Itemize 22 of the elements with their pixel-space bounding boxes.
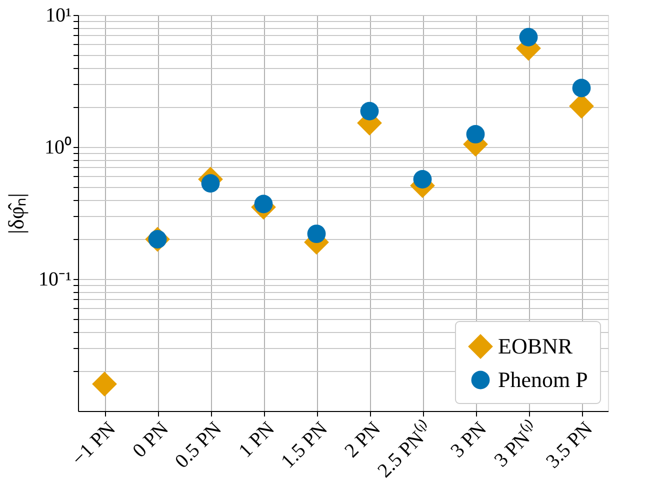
y-tick-label: 10⁻¹ — [38, 268, 72, 290]
x-tick-label: 1.5 PN — [276, 418, 332, 473]
legend-label: EOBNR — [498, 334, 573, 358]
x-tick-label: 0 PN — [128, 418, 173, 462]
point — [413, 170, 432, 188]
x-tick-label: 3.5 PN — [542, 418, 597, 473]
point — [360, 102, 379, 120]
y-tick-label: 10¹ — [46, 4, 72, 26]
point — [307, 224, 326, 243]
y-tick-label: 10⁰ — [44, 136, 72, 158]
point — [466, 125, 485, 144]
x-tick-label: 0.5 PN — [170, 418, 226, 473]
point — [519, 28, 538, 46]
y-axis-title: |δφ̂ₙ| — [4, 193, 29, 234]
point — [572, 78, 591, 98]
legend-label: Phenom P — [498, 367, 588, 392]
point — [201, 174, 220, 193]
x-tick-label: 1 PN — [234, 418, 279, 462]
point — [92, 372, 117, 397]
x-tick-label: 2 PN — [340, 418, 385, 462]
x-tick-label: 3 PN — [446, 418, 491, 462]
x-tick-label: −1 PN — [68, 418, 120, 470]
